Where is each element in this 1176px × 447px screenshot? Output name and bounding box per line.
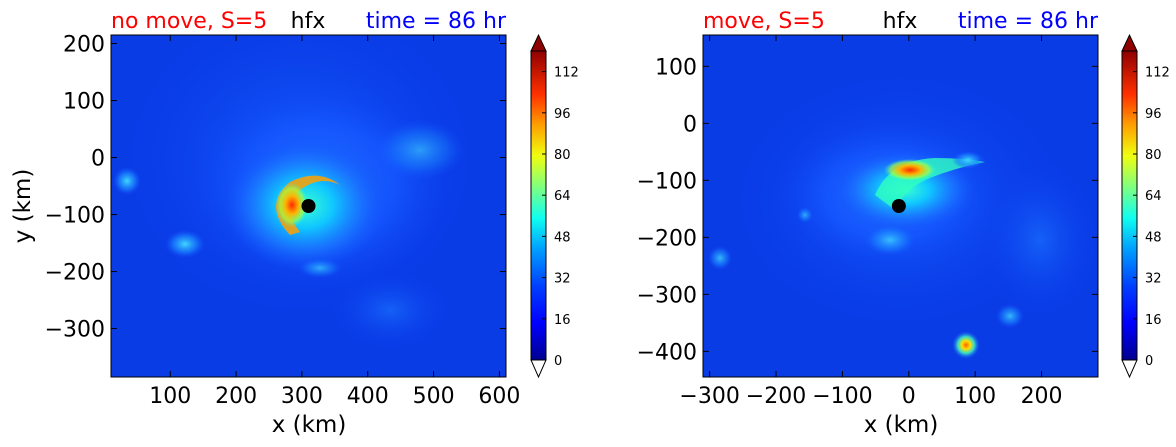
y-tick-label-left: −300 — [45, 318, 105, 343]
title-right-case: move, S=5 — [703, 9, 825, 34]
hfx-band-south-left — [330, 270, 450, 350]
colorbar-right: 0 16 32 48 64 80 96 112 — [1121, 33, 1170, 379]
x-tick-label-right: −100 — [812, 384, 872, 409]
y-axis-label-left: y (km) — [10, 169, 36, 244]
x-tick-label-left: 600 — [478, 384, 520, 409]
x-tick-label-right: 0 — [902, 384, 916, 409]
y-tick-label-left: 0 — [91, 147, 105, 172]
x-tick-label-right: 200 — [1021, 384, 1063, 409]
title-left-case: no move, S=5 — [111, 9, 267, 34]
y-tick-label-right: 0 — [683, 112, 697, 137]
title-left-time: time = 86 hr — [366, 9, 507, 34]
colorbar-tick-label-right: 0 — [1145, 354, 1153, 369]
colorbar-tick-label-left: 32 — [554, 272, 571, 287]
x-axis-right: −300 −200 −100 0 100 200 — [679, 35, 1063, 409]
x-tick-label-right: −300 — [679, 384, 739, 409]
colorbar-tick-label-right: 48 — [1145, 230, 1162, 245]
hfx-hotspot-right — [952, 331, 980, 359]
x-tick-label-left: 200 — [215, 384, 257, 409]
hfx-blob-s-left — [298, 258, 342, 278]
y-axis-right: −400 −300 −200 −100 0 100 — [637, 55, 1098, 365]
storm-center-marker-left — [301, 199, 316, 213]
title-left-variable: hfx — [291, 9, 326, 34]
y-tick-label-left: 100 — [63, 90, 105, 115]
colorbar-right-bar — [1121, 50, 1138, 361]
x-tick-label-left: 500 — [413, 384, 455, 409]
hfx-band-ne-left — [375, 120, 465, 180]
hfx-eyewall-peak-left — [276, 183, 308, 227]
y-tick-label-right: −400 — [637, 340, 697, 365]
title-right-variable: hfx — [883, 9, 918, 34]
colorbar-tick-label-right: 80 — [1145, 148, 1162, 163]
colorbar-left: 0 16 32 48 64 80 96 112 — [530, 33, 579, 379]
colorbar-tick-label-left: 64 — [554, 189, 571, 204]
y-axis-left: −300 −200 −100 0 100 200 — [45, 33, 506, 343]
hfx-blob-sw-left — [165, 230, 205, 258]
y-tick-label-left: −100 — [45, 204, 105, 229]
x-axis-left: 100 200 300 400 500 600 — [149, 35, 520, 409]
x-axis-label-right: x (km) — [864, 412, 939, 438]
colorbar-tick-label-left: 48 — [554, 230, 571, 245]
title-right-time: time = 86 hr — [958, 9, 1099, 34]
plot-frame-right — [702, 34, 1099, 378]
panel-left: no move, S=5 hfx time = 86 hr 100 200 300 4… — [10, 9, 520, 438]
storm-center-marker-right — [891, 199, 906, 213]
heatmap-left — [111, 35, 506, 377]
hfx-band-south-right — [864, 224, 916, 256]
colorbar-right-min-extend — [1121, 359, 1138, 379]
colorbar-tick-label-right: 16 — [1145, 313, 1162, 328]
colorbar-tick-label-left: 112 — [554, 66, 579, 81]
plot-frame-left — [110, 34, 507, 378]
y-tick-label-left: −200 — [45, 261, 105, 286]
panel-right: move, S=5 hfx time = 86 hr −300 −200 −100 0… — [637, 9, 1099, 438]
x-tick-label-left: 100 — [149, 384, 191, 409]
colorbar-right-max-extend — [1121, 33, 1138, 52]
hfx-band-tail-right — [952, 151, 984, 169]
y-tick-label-left: 200 — [63, 33, 105, 58]
colorbar-tick-label-right: 64 — [1145, 189, 1162, 204]
colorbar-tick-label-left: 96 — [554, 107, 571, 122]
colorbar-right-ticks: 0 16 32 48 64 80 96 112 — [1133, 66, 1170, 369]
y-tick-label-right: −300 — [637, 283, 697, 308]
x-tick-label-right: 100 — [954, 384, 996, 409]
colorbar-left-max-extend — [530, 33, 547, 52]
x-axis-label-left: x (km) — [272, 412, 347, 438]
colorbar-left-bar — [530, 50, 547, 361]
colorbar-tick-label-right: 96 — [1145, 107, 1162, 122]
colorbar-tick-label-left: 80 — [554, 148, 571, 163]
colorbar-tick-label-right: 112 — [1145, 66, 1170, 81]
hfx-field-east-right — [980, 160, 1098, 320]
x-tick-label-left: 300 — [281, 384, 323, 409]
colorbar-tick-label-right: 32 — [1145, 272, 1162, 287]
colorbar-left-ticks: 0 16 32 48 64 80 96 112 — [542, 66, 579, 369]
y-tick-label-right: 100 — [655, 55, 697, 80]
hfx-blob-nw-right — [797, 207, 813, 223]
y-tick-label-right: −100 — [637, 169, 697, 194]
hfx-band-peak-right — [884, 159, 936, 181]
y-tick-label-right: −200 — [637, 226, 697, 251]
colorbar-tick-label-left: 16 — [554, 313, 571, 328]
x-tick-label-right: −200 — [746, 384, 806, 409]
x-tick-label-left: 400 — [347, 384, 389, 409]
hfx-blob-w-left — [113, 167, 141, 195]
hfx-blob-w-right — [708, 246, 732, 270]
colorbar-tick-label-left: 0 — [554, 354, 562, 369]
heatmap-right — [703, 35, 1098, 377]
colorbar-left-min-extend — [530, 359, 547, 379]
